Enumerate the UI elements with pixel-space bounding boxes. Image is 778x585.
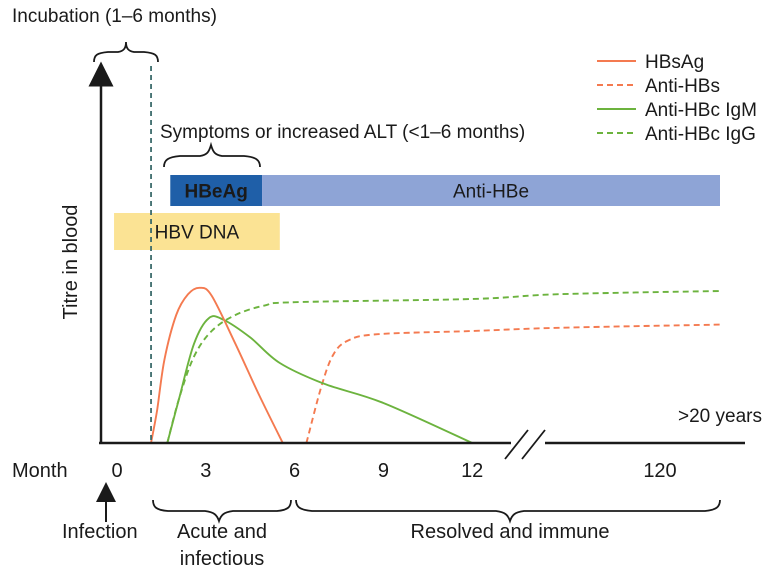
x-axis-label: Month bbox=[12, 460, 68, 482]
series-anti-hbc-igm bbox=[166, 315, 473, 444]
axis-break-note: >20 years bbox=[678, 406, 762, 427]
symptoms-label: Symptoms or increased ALT (<1–6 months) bbox=[160, 122, 525, 143]
bar-hbv-dna bbox=[114, 213, 280, 250]
series-anti-hbc-igg bbox=[166, 290, 721, 444]
resolved-brace bbox=[295, 499, 721, 524]
legend-label-hbsag: HBsAg bbox=[645, 52, 704, 73]
bar-hbeag bbox=[170, 175, 263, 206]
x-tick-labels: 0 3 6 9 12 120 bbox=[111, 460, 676, 482]
x-tick-6: 6 bbox=[289, 460, 300, 482]
x-tick-3: 3 bbox=[200, 460, 211, 482]
bar-anti-hbe bbox=[262, 175, 720, 206]
axis-break-mark-2 bbox=[521, 429, 546, 460]
bar-label-anti-hbe: Anti-HBe bbox=[453, 182, 529, 203]
infection-label: Infection bbox=[62, 521, 138, 543]
legend-label-anti-hbc-igm: Anti-HBc IgM bbox=[645, 100, 757, 121]
axis-break-mark-1 bbox=[504, 429, 529, 460]
bar-label-hbeag: HBeAg bbox=[184, 182, 247, 203]
legend-label-anti-hbc-igg: Anti-HBc IgG bbox=[645, 124, 756, 145]
symptoms-brace bbox=[163, 141, 261, 168]
bar-label-hbv-dna: HBV DNA bbox=[155, 223, 240, 244]
x-tick-9: 9 bbox=[378, 460, 389, 482]
y-axis-label: Titre in blood bbox=[60, 205, 82, 320]
acute-label-line2: infectious bbox=[180, 548, 265, 570]
x-tick-120: 120 bbox=[643, 460, 676, 482]
legend-label-anti-hbs: Anti-HBs bbox=[645, 76, 720, 97]
incubation-label: Incubation (1–6 months) bbox=[12, 6, 217, 27]
incubation-brace bbox=[93, 41, 159, 63]
series-hbsag bbox=[150, 286, 284, 444]
resolved-label: Resolved and immune bbox=[411, 521, 610, 543]
series-lines bbox=[150, 286, 721, 444]
x-tick-12: 12 bbox=[461, 460, 483, 482]
series-anti-hbs bbox=[305, 323, 721, 444]
marker-bars: HBeAg Anti-HBe HBV DNA bbox=[114, 175, 720, 250]
acute-label-line1: Acute and bbox=[177, 521, 267, 543]
legend: HBsAg Anti-HBs Anti-HBc IgM Anti-HBc IgG bbox=[597, 52, 757, 145]
acute-brace bbox=[152, 499, 292, 524]
x-tick-0: 0 bbox=[111, 460, 122, 482]
